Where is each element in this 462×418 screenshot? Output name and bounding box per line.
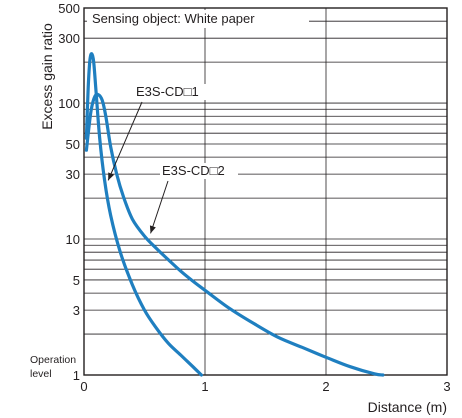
series-pointer-head-2 <box>149 225 156 234</box>
series-line-1 <box>84 52 203 377</box>
y-tick-labels: 500 300 100 50 30 10 5 3 1 <box>58 1 80 383</box>
series-pointer-head-1 <box>108 172 114 181</box>
y-tick-label: 10 <box>66 232 80 247</box>
y-tick-label: 500 <box>58 1 80 16</box>
plot-frame <box>83 7 448 376</box>
y-axis-label: Excess gain ratio <box>39 23 55 130</box>
sensing-object-annotation: Sensing object: White paper <box>92 11 255 26</box>
series-label-2: E3S-CD□2 <box>162 163 225 178</box>
series-label-bg-2 <box>160 163 238 179</box>
series-pointer-1 <box>107 101 143 181</box>
operation-level-label-line2: level <box>30 368 52 380</box>
y-tick-label: 30 <box>66 167 80 182</box>
y-tick-label: 1 <box>73 368 80 383</box>
y-tick-label: 100 <box>58 96 80 111</box>
y-tick-label: 3 <box>73 303 80 318</box>
x-tick-label: 0 <box>80 379 87 394</box>
series-line-2 <box>84 92 385 377</box>
series-label-1: E3S-CD□1 <box>136 84 199 99</box>
operation-level-label-line1: Operation <box>30 354 76 366</box>
x-tick-label: 3 <box>443 379 450 394</box>
x-tick-label: 1 <box>201 379 208 394</box>
x-tick-labels: 0 1 2 3 <box>80 379 450 394</box>
y-tick-label: 300 <box>58 31 80 46</box>
x-tick-label: 2 <box>322 379 329 394</box>
series-labels: E3S-CD□1 E3S-CD□2 <box>107 84 238 234</box>
series-label-bg-1 <box>134 84 212 100</box>
series-group <box>84 52 385 377</box>
x-axis-label: Distance (m) <box>368 399 447 415</box>
series-pointer-2 <box>150 180 169 234</box>
annotation-background <box>87 10 309 28</box>
grid <box>84 8 447 375</box>
y-tick-label: 5 <box>73 273 80 288</box>
y-tick-label: 50 <box>66 137 80 152</box>
